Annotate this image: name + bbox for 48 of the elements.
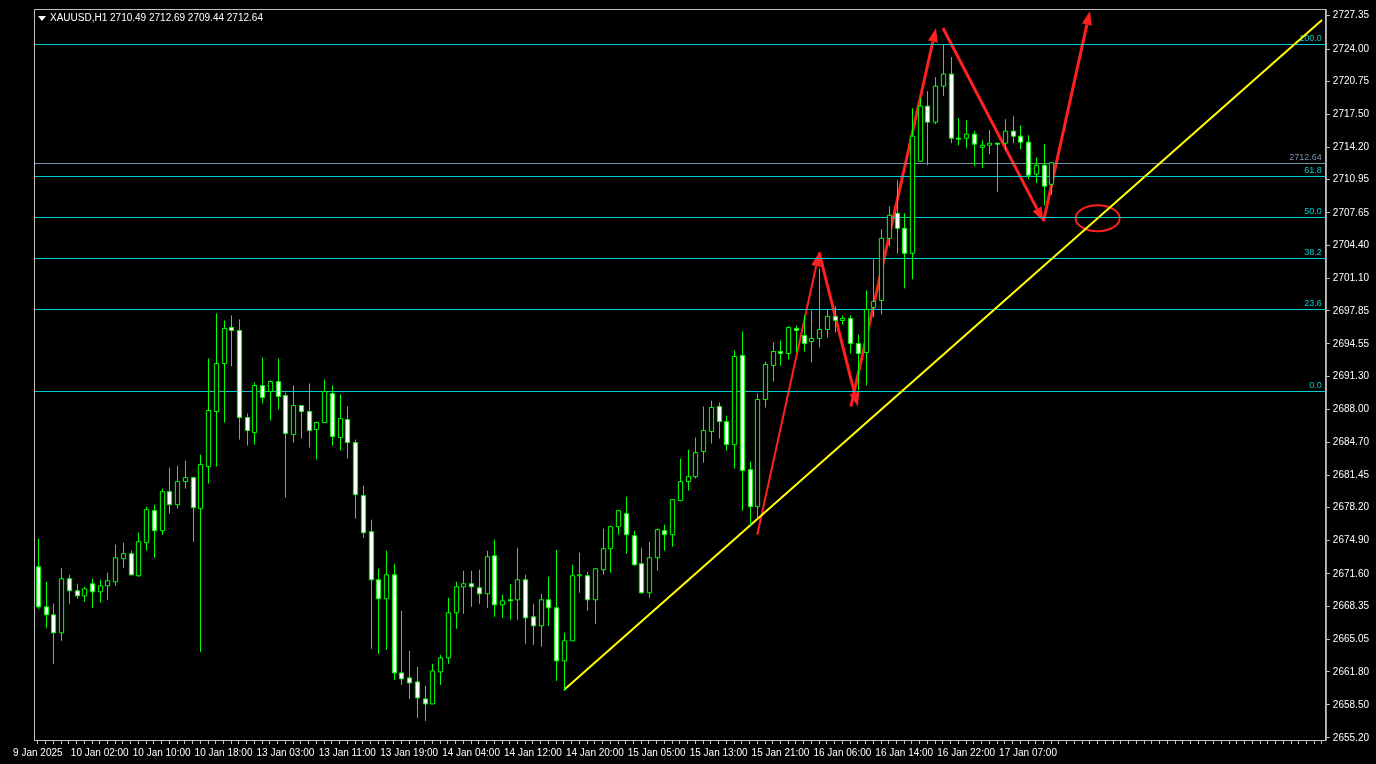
y-tick-label: 2707.65	[1332, 206, 1370, 218]
x-tick-label: 10 Jan 02:00	[70, 746, 130, 758]
x-tick-label: 14 Jan 12:00	[504, 746, 563, 758]
x-tick-label: 15 Jan 05:00	[627, 746, 687, 758]
x-tick-label: 17 Jan 07:00	[999, 746, 1058, 758]
ref-line-label: 2712.64	[1289, 152, 1322, 163]
x-tick-label: 13 Jan 03:00	[256, 746, 315, 758]
x-tick-label: 10 Jan 10:00	[132, 746, 191, 758]
x-tick-label: 16 Jan 06:00	[813, 746, 872, 758]
x-tick-label: 14 Jan 20:00	[565, 746, 625, 758]
chart-title: XAUUSD,H1 2710.49 2712.69 2709.44 2712.64	[50, 11, 264, 23]
x-tick-label: 9 Jan 2025	[13, 746, 64, 758]
y-tick-label: 2691.30	[1332, 370, 1370, 382]
x-tick-label: 15 Jan 13:00	[689, 746, 748, 758]
y-tick-label: 2688.00	[1332, 403, 1370, 415]
x-tick-label: 14 Jan 04:00	[442, 746, 501, 758]
x-tick-label: 13 Jan 19:00	[380, 746, 439, 758]
annotation: 0.0	[1309, 379, 1322, 390]
y-tick-label: 2710.95	[1332, 173, 1370, 185]
annotation: 100.0	[1299, 33, 1322, 44]
y-tick-label: 2655.20	[1332, 731, 1370, 743]
annotation: 61.8	[1304, 165, 1322, 176]
x-tick-label: 13 Jan 11:00	[318, 746, 377, 758]
y-tick-label: 2701.10	[1332, 272, 1370, 284]
y-tick-label: 2678.20	[1332, 501, 1370, 513]
y-tick-label: 2658.50	[1332, 698, 1370, 710]
y-tick-label: 2724.00	[1332, 42, 1370, 54]
y-tick-label: 2717.50	[1332, 107, 1370, 119]
y-tick-label: 2681.45	[1332, 468, 1370, 480]
y-tick-label: 2665.05	[1332, 633, 1370, 645]
y-tick-label: 2720.75	[1332, 75, 1370, 87]
y-tick-label: 2694.55	[1332, 337, 1370, 349]
y-tick-label: 2714.20	[1332, 140, 1370, 152]
x-tick-label: 16 Jan 22:00	[937, 746, 996, 758]
annotation: 23.6	[1304, 298, 1322, 309]
y-tick-label: 2674.90	[1332, 534, 1370, 546]
x-tick-label: 16 Jan 14:00	[875, 746, 934, 758]
y-tick-label: 2684.70	[1332, 436, 1370, 448]
y-tick-label: 2668.35	[1332, 600, 1370, 612]
y-tick-label: 2704.40	[1332, 239, 1370, 251]
annotation: 38.2	[1304, 247, 1322, 258]
y-tick-label: 2661.80	[1332, 665, 1370, 677]
y-tick-label: 2697.85	[1332, 304, 1370, 316]
y-tick-label: 2671.60	[1332, 567, 1370, 579]
x-tick-label: 10 Jan 18:00	[194, 746, 253, 758]
annotation: 50.0	[1304, 206, 1322, 217]
y-tick-label: 2727.35	[1332, 9, 1370, 21]
x-tick-label: 15 Jan 21:00	[751, 746, 810, 758]
